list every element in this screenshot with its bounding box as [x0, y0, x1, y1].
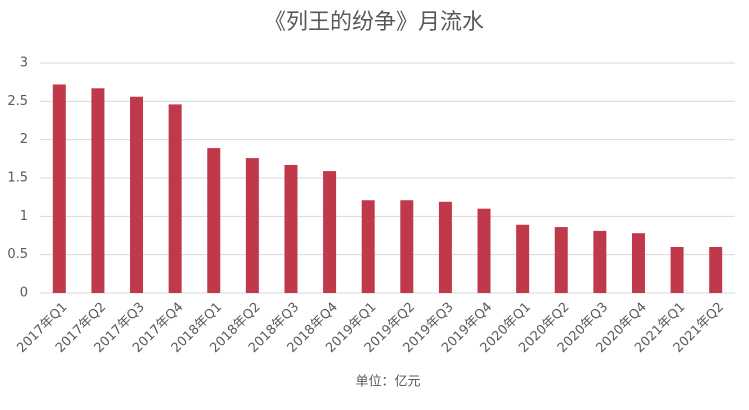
y-tick-label: 3 — [20, 56, 28, 71]
bar — [284, 164, 298, 293]
bar — [130, 96, 144, 293]
bar — [245, 158, 259, 293]
bar — [709, 247, 723, 293]
y-tick-label: 1.5 — [7, 171, 28, 186]
bar — [670, 247, 684, 293]
bar — [438, 201, 452, 293]
bar — [477, 208, 491, 293]
bar — [91, 88, 105, 293]
y-tick-label: 0.5 — [7, 247, 28, 262]
bar — [207, 148, 221, 293]
y-tick-label: 2 — [20, 132, 28, 147]
bar — [400, 200, 414, 293]
x-axis-label: 单位：亿元 — [355, 375, 420, 390]
y-tick-label: 0 — [20, 286, 28, 301]
bar — [631, 233, 645, 293]
bar — [168, 104, 182, 294]
bar — [361, 200, 375, 293]
chart-title: 《列王的纷争》月流水 — [264, 10, 484, 35]
y-tick-label: 2.5 — [7, 94, 28, 109]
bar — [323, 171, 337, 293]
bar — [554, 227, 568, 293]
bar — [593, 230, 607, 293]
y-tick-label: 1 — [20, 209, 28, 224]
bar — [516, 224, 530, 293]
bar — [52, 84, 66, 293]
